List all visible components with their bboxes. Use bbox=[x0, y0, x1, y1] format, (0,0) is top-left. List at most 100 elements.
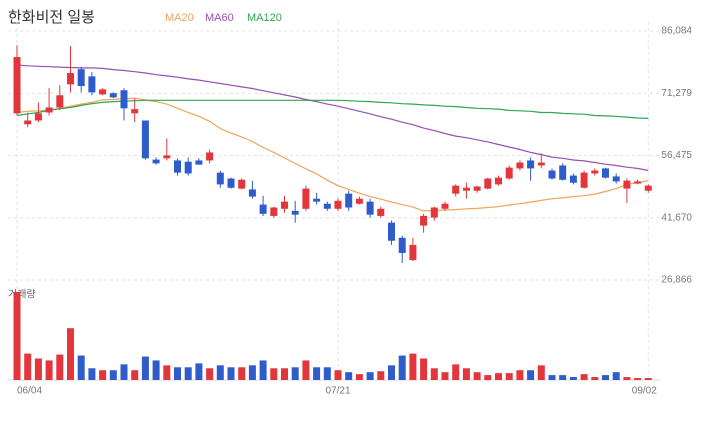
x-tick-label: 09/02 bbox=[632, 386, 657, 397]
candle-body bbox=[602, 168, 609, 178]
volume-bar bbox=[195, 363, 203, 380]
volume-bar bbox=[484, 375, 492, 380]
volume-bar bbox=[355, 374, 363, 380]
volume-bar bbox=[88, 368, 96, 380]
candle-body bbox=[163, 155, 171, 159]
candle-body bbox=[398, 237, 406, 253]
volume-bar bbox=[206, 368, 214, 380]
volume-bar bbox=[34, 358, 42, 380]
candle-body bbox=[45, 107, 53, 113]
volume-bar bbox=[612, 372, 620, 380]
candle-body bbox=[355, 198, 363, 204]
volume-bar bbox=[227, 367, 235, 380]
candle-body bbox=[612, 176, 620, 182]
y-tick-label: 56,475 bbox=[661, 150, 692, 161]
volume-bar bbox=[591, 377, 599, 380]
volume-bar bbox=[644, 378, 652, 380]
candle-body bbox=[99, 89, 107, 95]
volume-label: 거래량 bbox=[8, 289, 36, 301]
ma-line bbox=[16, 99, 649, 119]
candle-body bbox=[281, 201, 288, 209]
candle-body bbox=[441, 203, 449, 209]
candle-body bbox=[56, 95, 64, 108]
candle-body bbox=[227, 178, 235, 188]
candle-body bbox=[505, 167, 513, 179]
x-tick-label: 06/04 bbox=[17, 386, 42, 397]
volume-bar bbox=[420, 358, 428, 380]
candle-body bbox=[462, 187, 470, 191]
candle-body bbox=[345, 193, 353, 208]
volume-bar bbox=[270, 368, 278, 380]
volume-bar bbox=[152, 360, 160, 380]
candle-body bbox=[13, 57, 21, 114]
candle-body bbox=[88, 76, 96, 93]
candle-body bbox=[67, 72, 74, 85]
y-tick-label: 71,279 bbox=[661, 88, 692, 99]
candle-body bbox=[77, 69, 85, 87]
candle-body bbox=[302, 188, 310, 209]
candle-body bbox=[634, 181, 642, 184]
candle-body bbox=[216, 172, 224, 185]
volume-bar bbox=[291, 367, 299, 380]
candle-body bbox=[323, 203, 331, 209]
volume-bar bbox=[99, 370, 107, 380]
volume-bar bbox=[516, 370, 524, 380]
volume-bar bbox=[67, 328, 74, 380]
candle-body bbox=[484, 178, 492, 189]
candle-body bbox=[644, 185, 652, 191]
volume-bar bbox=[334, 370, 342, 380]
candle-body bbox=[184, 161, 192, 174]
volume-bar bbox=[238, 367, 246, 380]
candle-body bbox=[591, 170, 599, 174]
candle-body bbox=[452, 185, 460, 194]
candle-body bbox=[259, 204, 267, 214]
y-tick-label: 26,866 bbox=[661, 275, 692, 286]
ma-line bbox=[16, 97, 649, 212]
volume-bar bbox=[323, 367, 331, 380]
candle-body bbox=[238, 179, 246, 189]
volume-bar bbox=[77, 355, 85, 380]
candle-body bbox=[34, 113, 42, 121]
candle-body bbox=[195, 160, 203, 165]
volume-bar bbox=[345, 372, 353, 380]
volume-bar bbox=[131, 370, 139, 380]
volume-bar bbox=[559, 375, 567, 380]
y-tick-label: 86,084 bbox=[661, 26, 692, 37]
chart-title: 한화비전 일봉 bbox=[8, 9, 95, 26]
volume-bar bbox=[634, 378, 642, 380]
volume-bar bbox=[366, 372, 374, 380]
x-tick-label: 07/21 bbox=[325, 386, 350, 397]
ma-line bbox=[16, 64, 649, 172]
volume-bar bbox=[569, 377, 577, 380]
candle-body bbox=[141, 120, 149, 159]
volume-bar bbox=[602, 375, 609, 380]
volume-bar bbox=[452, 364, 460, 380]
candle-body bbox=[495, 177, 502, 185]
candle-body bbox=[291, 210, 299, 215]
candle-body bbox=[580, 172, 588, 188]
candle-body bbox=[131, 109, 139, 114]
volume-bar bbox=[302, 360, 310, 380]
volume-bar bbox=[409, 353, 417, 380]
volume-bar bbox=[281, 368, 288, 380]
volume-bar bbox=[313, 367, 321, 380]
volume-bar bbox=[56, 354, 64, 380]
candle-body bbox=[313, 198, 321, 202]
candle-body bbox=[409, 244, 417, 261]
volume-bar bbox=[174, 367, 181, 380]
candle-body bbox=[623, 180, 631, 189]
candle-body bbox=[420, 215, 428, 226]
candle-body bbox=[569, 175, 577, 183]
legend-entry: MA120 bbox=[247, 12, 282, 24]
volume-bar bbox=[580, 374, 588, 380]
volume-bar bbox=[441, 372, 449, 380]
candle-body bbox=[366, 201, 374, 215]
volume-bar bbox=[216, 365, 224, 380]
volume-bar bbox=[259, 360, 267, 380]
legend-entry: MA20 bbox=[165, 12, 194, 24]
volume-bar bbox=[537, 365, 545, 380]
volume-bar bbox=[495, 373, 502, 380]
candle-body bbox=[334, 200, 342, 209]
volume-bar bbox=[248, 365, 256, 380]
volume-bar bbox=[377, 371, 385, 380]
